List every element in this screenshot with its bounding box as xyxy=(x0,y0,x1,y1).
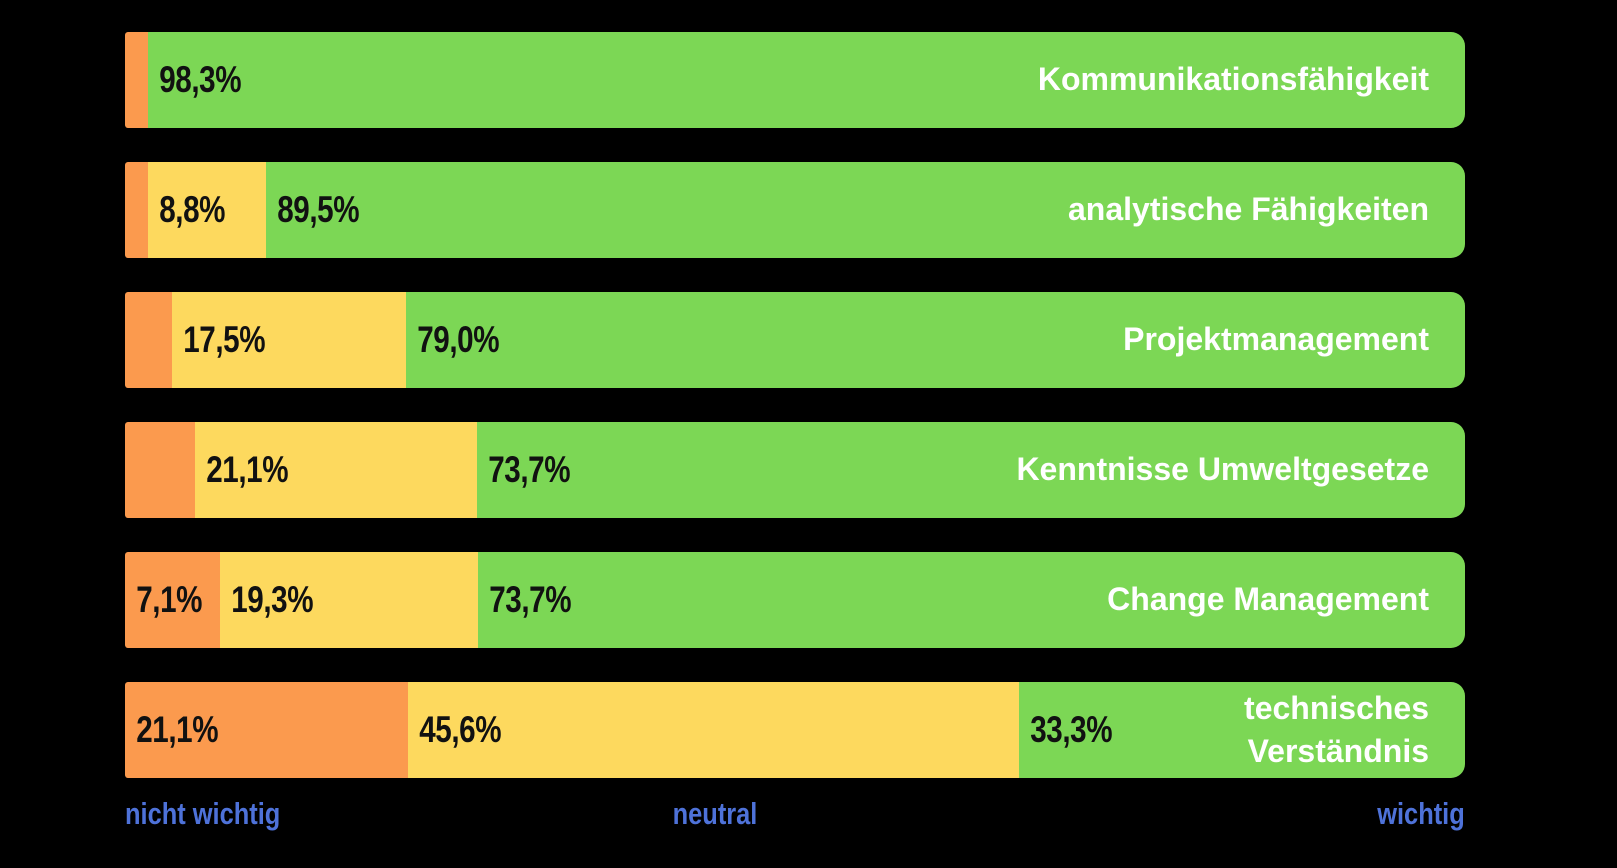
bar-segment-nicht-wichtig xyxy=(125,292,172,388)
segment-value-label: 21,1% xyxy=(205,449,288,490)
bar-segment-wichtig: 73,7% Kenntnisse Umweltgesetze xyxy=(477,422,1465,518)
bar-segment-neutral: 19,3% xyxy=(220,552,479,648)
bar-segment-wichtig: 73,7% Change Management xyxy=(478,552,1465,648)
category-label: Projektmanagement xyxy=(1123,321,1429,358)
category-label: technisches Verständnis xyxy=(1244,689,1429,769)
bar-row: 8,8% 89,5% analytische Fähigkeiten xyxy=(125,162,1465,258)
bar-segment-nicht-wichtig xyxy=(125,32,148,128)
axis-label-nicht-wichtig: nicht wichtig xyxy=(125,796,281,831)
bar-segment-nicht-wichtig xyxy=(125,162,148,258)
segment-value-label: 33,3% xyxy=(1029,709,1112,750)
bar-row: 98,3% Kommunikationsfähigkeit xyxy=(125,32,1465,128)
axis-label-wichtig: wichtig xyxy=(1377,796,1465,831)
category-label: analytische Fähigkeiten xyxy=(1067,191,1429,228)
bar-segment-nicht-wichtig xyxy=(125,422,195,518)
segment-value-label: 73,7% xyxy=(488,449,571,490)
segment-value-label: 79,0% xyxy=(417,319,500,360)
category-label: Kommunikationsfähigkeit xyxy=(1037,61,1429,98)
segment-value-label: 19,3% xyxy=(231,579,314,620)
bar-segment-neutral: 8,8% xyxy=(147,162,266,258)
segment-value-label: 7,1% xyxy=(136,579,203,620)
segment-value-label: 8,8% xyxy=(158,189,225,230)
segment-value-label: 89,5% xyxy=(276,189,359,230)
bar-row: 21,1% 73,7% Kenntnisse Umweltgesetze xyxy=(125,422,1465,518)
bar-segment-neutral: 21,1% xyxy=(194,422,478,518)
axis-label-row: nicht wichtig neutral wichtig xyxy=(125,796,1465,836)
bar-segment-wichtig: 79,0% Projektmanagement xyxy=(406,292,1465,388)
category-label: Change Management xyxy=(1107,581,1429,618)
bar-row: 7,1% 19,3% 73,7% Change Management xyxy=(125,552,1465,648)
bar-segment-wichtig: 98,3% Kommunikationsfähigkeit xyxy=(147,32,1465,128)
category-label: Kenntnisse Umweltgesetze xyxy=(1016,451,1429,488)
bar-row: 21,1% 45,6% 33,3% technisches Verständnis xyxy=(125,682,1465,778)
stacked-bar-chart: 98,3% Kommunikationsfähigkeit 8,8% 89,5% ana… xyxy=(125,32,1465,778)
bar-segment-nicht-wichtig: 7,1% xyxy=(125,552,221,648)
segment-value-label: 98,3% xyxy=(158,59,241,100)
bar-segment-neutral: 17,5% xyxy=(171,292,407,388)
bar-segment-nicht-wichtig: 21,1% xyxy=(125,682,408,778)
bar-segment-wichtig: 89,5% analytische Fähigkeiten xyxy=(265,162,1465,258)
bar-segment-wichtig: 33,3% technisches Verständnis xyxy=(1018,682,1465,778)
bar-row: 17,5% 79,0% Projektmanagement xyxy=(125,292,1465,388)
segment-value-label: 73,7% xyxy=(489,579,572,620)
axis-label-neutral: neutral xyxy=(672,796,757,831)
segment-value-label: 17,5% xyxy=(183,319,266,360)
bar-segment-neutral: 45,6% xyxy=(407,682,1019,778)
segment-value-label: 21,1% xyxy=(136,709,219,750)
segment-value-label: 45,6% xyxy=(418,709,501,750)
